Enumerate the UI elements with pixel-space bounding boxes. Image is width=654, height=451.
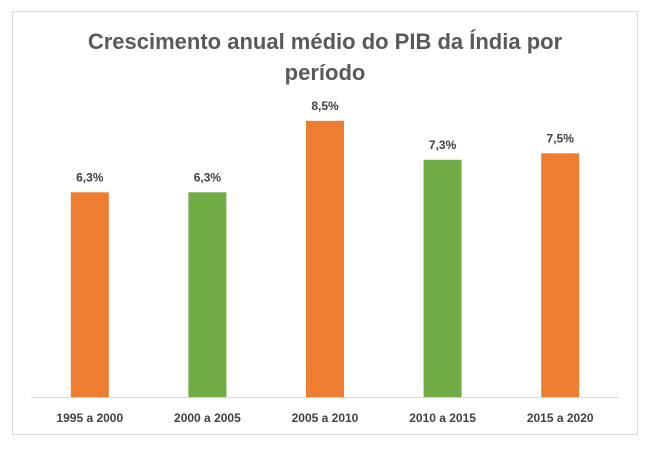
bar-4 [423, 159, 462, 398]
data-label-5: 7,5% [547, 131, 575, 145]
x-tick-label-4: 2010 a 2015 [409, 411, 476, 425]
x-tick-label-3: 2005 a 2010 [292, 411, 359, 425]
bar-chart-plot: 6,3% 1995 a 2000 6,3% 2000 a 2005 8,5% 2005 a… [31, 99, 619, 425]
chart-title-line-1: Crescimento anual médio do PIB da Índia … [87, 29, 563, 54]
chart-frame: Crescimento anual médio do PIB da Índia … [12, 11, 638, 435]
bar-2 [188, 192, 227, 398]
bar-1 [70, 192, 109, 398]
x-tick-label-2: 2000 a 2005 [174, 411, 241, 425]
data-label-2: 6,3% [194, 170, 222, 184]
data-label-1: 6,3% [76, 170, 104, 184]
x-tick-label-5: 2015 a 2020 [527, 411, 594, 425]
bar-5 [541, 153, 580, 398]
chart-title-line-2: período [284, 60, 366, 85]
x-tick-label-1: 1995 a 2000 [56, 411, 123, 425]
bar-3 [306, 120, 344, 398]
chart-title: Crescimento anual médio do PIB da Índia … [13, 26, 637, 88]
data-label-4: 7,3% [429, 138, 457, 152]
data-label-3: 8,5% [311, 99, 339, 113]
